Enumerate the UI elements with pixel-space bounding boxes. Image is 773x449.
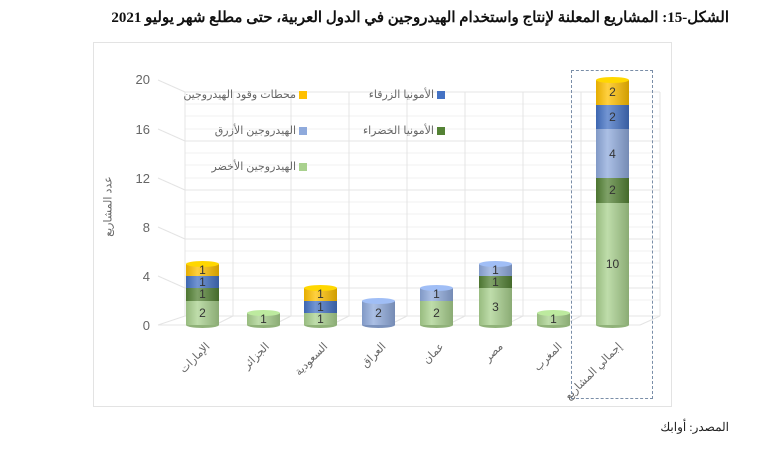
bar-cap (362, 297, 395, 304)
y-tick: 12 (135, 171, 150, 186)
data-label: 2 (609, 109, 616, 124)
bar-segment: 2 (596, 80, 629, 105)
bar-segment: 1 (304, 299, 337, 314)
stacked-bar: 1 (537, 309, 570, 328)
bar-segment: 1 (479, 275, 512, 290)
total-highlight-box (571, 70, 653, 399)
y-tick: 20 (135, 72, 150, 87)
bar-segment: 1 (247, 311, 280, 326)
bar-segment: 10 (596, 202, 629, 325)
bar-segment: 4 (596, 129, 629, 178)
data-label: 2 (609, 85, 616, 100)
legend-label: الأمونيا الزرقاء (368, 89, 434, 101)
bar-segment: 1 (537, 311, 570, 326)
chart-legend: محطات وقود الهيدروجين الأمونيا الزرقاء ا… (183, 88, 465, 178)
data-label: 1 (260, 311, 267, 326)
data-label: 1 (199, 287, 206, 302)
data-label: 1 (317, 311, 324, 326)
data-label: 2 (375, 305, 382, 320)
data-label: 3 (492, 299, 499, 314)
bar-base (362, 322, 395, 328)
chart-frame (93, 42, 672, 407)
source-note: المصدر: أوابك (660, 420, 729, 434)
bar-cap (247, 309, 280, 316)
y-tick: 8 (142, 220, 150, 235)
data-label: 1 (550, 311, 557, 326)
legend-label: الهيدروجين الأزرق (214, 125, 296, 137)
data-label: 1 (199, 275, 206, 290)
legend-label: الأمونيا الخضراء (362, 125, 434, 137)
bar-cap (479, 260, 512, 267)
bar-segment: 3 (479, 288, 512, 325)
bar-base (186, 322, 219, 328)
bar-segment: 2 (596, 178, 629, 203)
legend-label: الهيدروجين الأخضر (211, 161, 296, 173)
data-label: 2 (433, 305, 440, 320)
bar-cap (596, 77, 629, 83)
stacked-bar: 2 (362, 297, 395, 328)
data-label: 1 (433, 287, 440, 302)
bar-segment: 1 (186, 275, 219, 290)
bar-cap (537, 309, 570, 316)
bar-segment: 1 (304, 287, 337, 302)
legend-label: محطات وقود الهيدروجين (183, 89, 296, 101)
bar-segment: 2 (596, 104, 629, 129)
data-label: 4 (609, 146, 616, 161)
bar-segment: 1 (304, 311, 337, 326)
stacked-bar: 10 2 4 2 2 (596, 77, 629, 328)
data-label: 1 (492, 262, 499, 277)
y-tick: 16 (135, 122, 150, 137)
bar-segment: 2 (362, 300, 395, 325)
bar-base (304, 322, 337, 328)
bar-segment: 2 (420, 300, 453, 325)
figure-title: الشكل-15: المشاريع المعلنة لإنتاج واستخد… (111, 10, 729, 26)
bar-base (537, 322, 570, 328)
bar-base (420, 322, 453, 328)
data-label: 1 (492, 275, 499, 290)
data-label: 1 (199, 262, 206, 277)
bar-segment: 1 (186, 287, 219, 302)
legend-swatch-yellow-icon (299, 90, 307, 99)
stacked-bar: 1 (247, 309, 280, 328)
data-label: 1 (317, 299, 324, 314)
legend-swatch-lightgreen-icon (299, 162, 307, 171)
bar-base (596, 322, 629, 328)
data-label: 10 (605, 256, 620, 271)
legend-item-hydrogen-fuel-stations: محطات وقود الهيدروجين (183, 88, 307, 101)
legend-swatch-lightblue-icon (299, 126, 307, 135)
data-label: 2 (199, 305, 206, 320)
bar-segment: 1 (420, 287, 453, 302)
legend-swatch-darkgreen-icon (437, 126, 445, 135)
bar-cap (304, 285, 337, 292)
bar-segment: 2 (186, 300, 219, 325)
bar-base (479, 322, 512, 328)
legend-item-blue-ammonia: الأمونيا الزرقاء (369, 88, 445, 101)
legend-swatch-blue-icon (437, 90, 445, 99)
bar-base (247, 322, 280, 328)
legend-item-blue-hydrogen: الهيدروجين الأزرق (215, 124, 307, 137)
bar-segment: 1 (479, 262, 512, 277)
bar-cap (420, 285, 453, 292)
bar-segment: 1 (186, 262, 219, 277)
legend-item-green-ammonia: الأمونيا الخضراء (363, 124, 445, 137)
data-label: 2 (609, 183, 616, 198)
y-tick: 4 (142, 269, 150, 284)
bar-cap (186, 260, 219, 267)
y-tick: 0 (142, 318, 150, 333)
legend-item-green-hydrogen: الهيدروجين الأخضر (212, 160, 307, 173)
data-label: 1 (317, 287, 324, 302)
